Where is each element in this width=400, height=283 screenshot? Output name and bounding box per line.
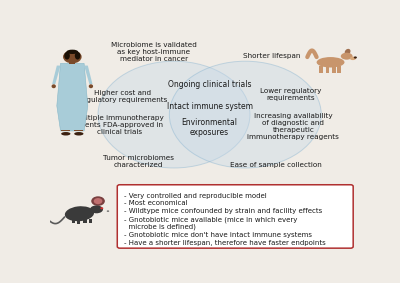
Text: - Have a shorter lifespan, therefore have faster endpoints: - Have a shorter lifespan, therefore hav… bbox=[124, 240, 326, 246]
Bar bbox=[69, 57, 76, 65]
Text: - Wildtype mice confounded by strain and facility effects: - Wildtype mice confounded by strain and… bbox=[124, 208, 323, 214]
Ellipse shape bbox=[75, 52, 80, 59]
Text: Shorter lifespan: Shorter lifespan bbox=[243, 53, 300, 59]
Polygon shape bbox=[84, 66, 92, 84]
Circle shape bbox=[169, 61, 321, 168]
Bar bbox=[74, 130, 83, 131]
Circle shape bbox=[91, 196, 105, 206]
Circle shape bbox=[98, 61, 250, 168]
Text: - Gnotobiotic mice available (mice in which every: - Gnotobiotic mice available (mice in wh… bbox=[124, 216, 298, 223]
Text: Lower regulatory
requirements: Lower regulatory requirements bbox=[260, 89, 321, 102]
Ellipse shape bbox=[66, 50, 78, 54]
Text: Ongoing clinical trials: Ongoing clinical trials bbox=[168, 80, 252, 89]
Text: microbe is defined): microbe is defined) bbox=[124, 224, 196, 230]
Circle shape bbox=[354, 56, 357, 59]
Text: Tumor microbiomes
characterized: Tumor microbiomes characterized bbox=[103, 155, 174, 168]
Text: Increasing availability
of diagnostic and
therapeutic
immunotherapy reagents: Increasing availability of diagnostic an… bbox=[248, 113, 339, 140]
Circle shape bbox=[63, 50, 82, 63]
Text: Multiple immunotherapy
agents FDA-approved in
clinical trials: Multiple immunotherapy agents FDA-approv… bbox=[75, 115, 164, 136]
Text: Higher cost and
regulatory requirements: Higher cost and regulatory requirements bbox=[79, 89, 167, 102]
Ellipse shape bbox=[317, 57, 344, 68]
Ellipse shape bbox=[90, 205, 103, 213]
Bar bbox=[337, 66, 341, 72]
Ellipse shape bbox=[107, 211, 109, 212]
Bar bbox=[89, 219, 92, 223]
Ellipse shape bbox=[345, 49, 350, 55]
Text: - Gnotobiotic mice don't have intact immune systems: - Gnotobiotic mice don't have intact imm… bbox=[124, 232, 312, 238]
Text: Intact immune system: Intact immune system bbox=[167, 102, 253, 112]
Text: - Most economical: - Most economical bbox=[124, 200, 188, 206]
Text: Ease of sample collection: Ease of sample collection bbox=[230, 162, 322, 168]
Bar bbox=[332, 66, 336, 72]
FancyBboxPatch shape bbox=[117, 185, 353, 248]
Polygon shape bbox=[52, 66, 60, 84]
Ellipse shape bbox=[341, 53, 352, 60]
Ellipse shape bbox=[64, 52, 70, 59]
Ellipse shape bbox=[74, 132, 84, 136]
Bar bbox=[319, 66, 323, 72]
Bar bbox=[326, 66, 329, 72]
Bar bbox=[77, 220, 80, 224]
Bar bbox=[72, 219, 75, 223]
Text: Environmental
exposures: Environmental exposures bbox=[182, 118, 238, 137]
Polygon shape bbox=[57, 63, 88, 131]
Ellipse shape bbox=[52, 84, 56, 88]
Bar bbox=[84, 219, 86, 223]
Ellipse shape bbox=[89, 84, 93, 88]
Circle shape bbox=[100, 207, 103, 209]
Bar bbox=[62, 130, 70, 131]
Text: Microbiome is validated
as key host-immune
mediator in cancer: Microbiome is validated as key host-immu… bbox=[111, 42, 197, 63]
Circle shape bbox=[94, 198, 102, 204]
Ellipse shape bbox=[350, 57, 356, 60]
Ellipse shape bbox=[65, 206, 94, 221]
Text: - Very controlled and reproducible model: - Very controlled and reproducible model bbox=[124, 193, 267, 199]
Ellipse shape bbox=[61, 132, 70, 136]
